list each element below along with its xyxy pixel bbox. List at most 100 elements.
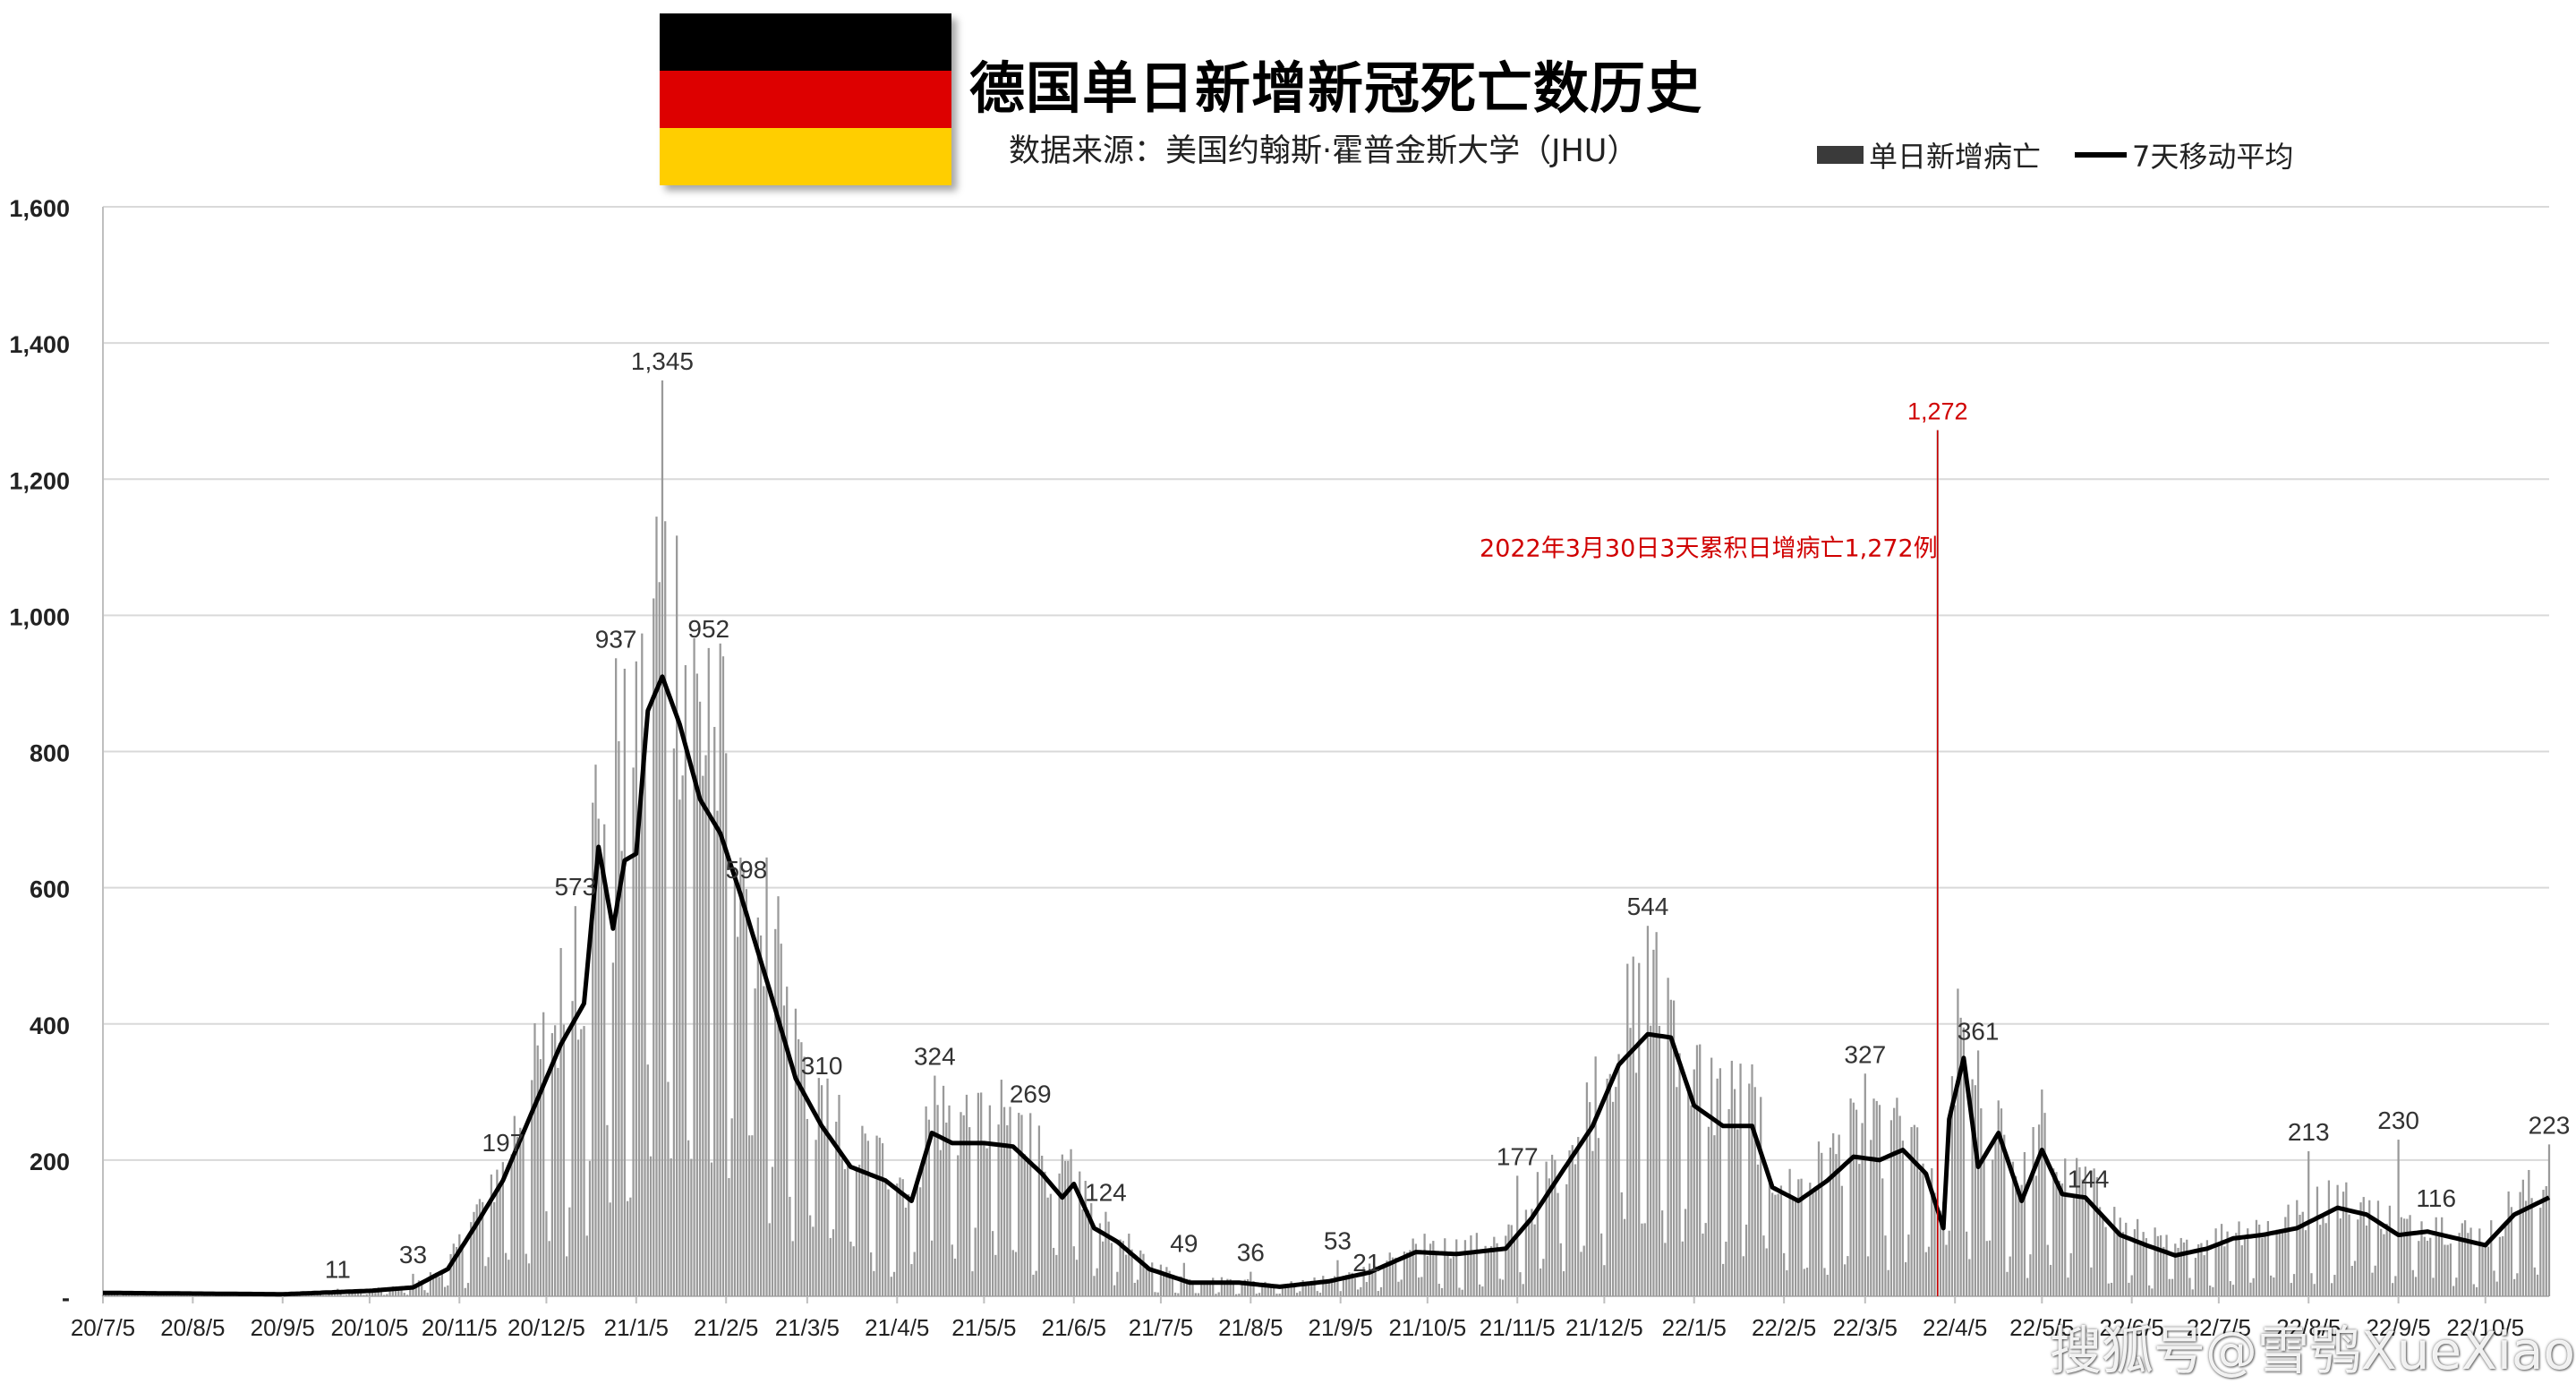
daily-death-bar bbox=[1088, 1210, 1089, 1296]
x-tick-label: 22/3/5 bbox=[1833, 1314, 1898, 1341]
daily-death-bar bbox=[685, 665, 687, 1296]
daily-death-bar bbox=[1203, 1283, 1205, 1296]
daily-death-bar bbox=[1015, 1252, 1017, 1296]
daily-death-bar bbox=[1577, 1137, 1579, 1296]
daily-death-bar bbox=[2366, 1226, 2367, 1296]
daily-death-bar bbox=[1137, 1280, 1139, 1296]
daily-death-bar bbox=[847, 1165, 849, 1296]
daily-death-bar bbox=[774, 929, 776, 1296]
daily-death-bar bbox=[1221, 1277, 1223, 1296]
daily-death-bar bbox=[882, 1143, 883, 1296]
daily-death-bar bbox=[594, 765, 596, 1296]
daily-death-bar bbox=[2235, 1233, 2237, 1296]
data-label: 144 bbox=[2068, 1165, 2110, 1192]
data-label: 21 bbox=[1352, 1249, 1380, 1277]
daily-death-bar bbox=[1870, 1140, 1872, 1296]
daily-death-bar bbox=[934, 1076, 935, 1296]
daily-death-bar bbox=[1093, 1276, 1095, 1296]
daily-death-bar bbox=[832, 1229, 834, 1296]
y-tick-label: 1,000 bbox=[9, 603, 70, 630]
daily-death-bar bbox=[1806, 1268, 1808, 1296]
daily-death-bar bbox=[1661, 1210, 1663, 1296]
daily-death-bar bbox=[1070, 1149, 1071, 1296]
daily-death-bar bbox=[1412, 1239, 1414, 1296]
daily-death-bar bbox=[1195, 1293, 1197, 1296]
daily-death-bar bbox=[856, 1167, 857, 1296]
daily-death-bar bbox=[1174, 1293, 1176, 1296]
daily-death-bar bbox=[2351, 1266, 2353, 1296]
daily-death-bar bbox=[917, 1186, 918, 1296]
daily-death-bar bbox=[551, 1033, 553, 1296]
daily-death-bar bbox=[545, 1211, 547, 1296]
daily-death-bar bbox=[1540, 1269, 1541, 1296]
daily-death-bar bbox=[1418, 1277, 1420, 1296]
daily-death-bar bbox=[2345, 1183, 2347, 1296]
data-label: 269 bbox=[1010, 1080, 1052, 1107]
daily-death-bar bbox=[1279, 1294, 1281, 1296]
daily-death-bar bbox=[1308, 1285, 1309, 1296]
daily-death-bar bbox=[2125, 1223, 2127, 1296]
daily-death-bar bbox=[1096, 1269, 1098, 1296]
daily-death-bar bbox=[815, 1140, 816, 1296]
daily-death-bar bbox=[2380, 1229, 2382, 1296]
daily-death-bar bbox=[2241, 1245, 2243, 1296]
daily-death-bar bbox=[1119, 1240, 1121, 1296]
daily-death-bar bbox=[2328, 1181, 2330, 1296]
daily-death-bar bbox=[1012, 1250, 1014, 1296]
daily-death-bar bbox=[1795, 1198, 1796, 1296]
daily-death-bar bbox=[1975, 1085, 1976, 1296]
daily-death-bar bbox=[1624, 1219, 1625, 1296]
daily-death-bar bbox=[986, 1149, 988, 1296]
daily-death-bar bbox=[586, 1235, 588, 1296]
daily-death-bar bbox=[1191, 1284, 1193, 1296]
daily-death-bar bbox=[1111, 1243, 1113, 1296]
daily-death-bar bbox=[2447, 1245, 2449, 1296]
daily-death-bar bbox=[2265, 1234, 2266, 1296]
daily-death-bar bbox=[1032, 1275, 1034, 1296]
daily-death-bar bbox=[2169, 1279, 2171, 1296]
daily-death-bar bbox=[2296, 1200, 2298, 1296]
daily-death-bar bbox=[1027, 1159, 1028, 1296]
daily-death-bar bbox=[2537, 1275, 2538, 1296]
daily-death-bar bbox=[1583, 1246, 1585, 1296]
daily-death-bar bbox=[2432, 1277, 2434, 1296]
daily-death-bar bbox=[1809, 1183, 1811, 1296]
daily-death-bar bbox=[1754, 1087, 1756, 1296]
daily-death-bar bbox=[708, 648, 710, 1296]
daily-death-bar bbox=[891, 1277, 892, 1296]
daily-death-bar bbox=[789, 1197, 790, 1296]
daily-death-bar bbox=[1629, 1028, 1631, 1296]
daily-death-bar bbox=[1899, 1115, 1901, 1296]
daily-death-bar bbox=[1488, 1252, 1489, 1296]
daily-death-bar bbox=[954, 1259, 956, 1296]
daily-death-bar bbox=[1224, 1285, 1225, 1296]
daily-death-bar bbox=[1849, 1098, 1851, 1296]
daily-death-bar bbox=[1727, 1109, 1729, 1296]
daily-death-bar bbox=[2485, 1243, 2486, 1296]
daily-death-bar bbox=[2519, 1192, 2521, 1296]
daily-death-bar bbox=[1603, 1265, 1605, 1296]
daily-death-bar bbox=[751, 1135, 753, 1296]
daily-death-bar bbox=[1313, 1277, 1315, 1296]
daily-death-bar bbox=[2096, 1177, 2098, 1296]
daily-death-bar bbox=[1287, 1287, 1289, 1296]
daily-death-bar bbox=[2050, 1265, 2051, 1296]
daily-death-bar bbox=[2253, 1278, 2255, 1296]
daily-death-bar bbox=[2504, 1222, 2506, 1296]
daily-death-bar bbox=[1493, 1237, 1495, 1296]
daily-death-bar bbox=[1812, 1190, 1813, 1296]
daily-death-bar bbox=[1919, 1171, 1921, 1296]
daily-death-bar bbox=[2212, 1287, 2213, 1296]
daily-death-bar bbox=[635, 662, 637, 1296]
daily-death-bar bbox=[731, 1118, 733, 1296]
daily-death-bar bbox=[1328, 1283, 1330, 1296]
daily-death-bar bbox=[606, 1125, 608, 1296]
daily-death-bar bbox=[484, 1266, 486, 1296]
daily-death-bar bbox=[1586, 1082, 1588, 1296]
daily-death-bar bbox=[1916, 1127, 1918, 1296]
daily-death-bar bbox=[777, 896, 779, 1296]
daily-death-bar bbox=[1003, 1107, 1005, 1296]
y-tick-label: - bbox=[62, 1285, 70, 1311]
daily-death-bar bbox=[2333, 1275, 2335, 1296]
data-label: 937 bbox=[595, 625, 637, 653]
